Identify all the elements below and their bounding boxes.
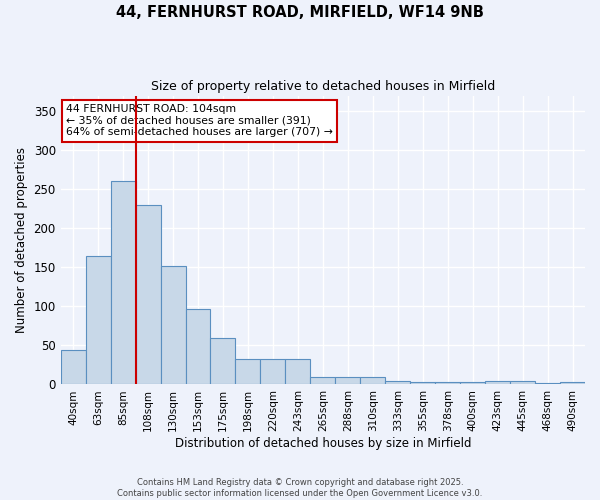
Bar [335, 378, 360, 384]
Bar [286, 358, 310, 384]
Bar [310, 376, 335, 384]
Bar [485, 380, 510, 384]
Bar [235, 358, 260, 384]
Title: Size of property relative to detached houses in Mirfield: Size of property relative to detached ho… [151, 80, 495, 93]
X-axis label: Distribution of detached houses by size in Mirfield: Distribution of detached houses by size … [175, 437, 471, 450]
Bar [260, 358, 286, 384]
Bar [86, 256, 110, 384]
Bar [161, 266, 185, 384]
Bar [61, 350, 86, 384]
Text: 44, FERNHURST ROAD, MIRFIELD, WF14 9NB: 44, FERNHURST ROAD, MIRFIELD, WF14 9NB [116, 5, 484, 20]
Bar [410, 382, 435, 384]
Bar [435, 382, 460, 384]
Bar [510, 380, 535, 384]
Bar [385, 382, 410, 384]
Bar [110, 182, 136, 384]
Bar [460, 382, 485, 384]
Bar [211, 338, 235, 384]
Bar [136, 205, 161, 384]
Text: 44 FERNHURST ROAD: 104sqm
← 35% of detached houses are smaller (391)
64% of semi: 44 FERNHURST ROAD: 104sqm ← 35% of detac… [66, 104, 333, 138]
Bar [560, 382, 585, 384]
Bar [185, 308, 211, 384]
Y-axis label: Number of detached properties: Number of detached properties [15, 147, 28, 333]
Bar [535, 383, 560, 384]
Text: Contains HM Land Registry data © Crown copyright and database right 2025.
Contai: Contains HM Land Registry data © Crown c… [118, 478, 482, 498]
Bar [360, 376, 385, 384]
